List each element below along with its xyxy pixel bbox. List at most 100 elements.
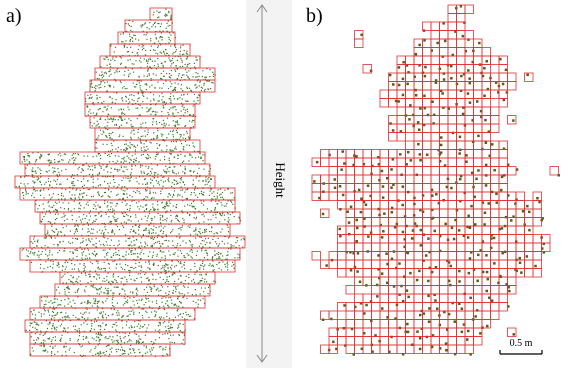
point [150, 192, 151, 193]
point [104, 256, 105, 257]
voxel [414, 235, 423, 244]
voxel [423, 48, 432, 57]
point [168, 193, 169, 194]
voxel [389, 175, 398, 184]
point [156, 256, 157, 257]
point [161, 136, 162, 137]
point [129, 36, 130, 37]
point [350, 269, 353, 272]
point [131, 164, 132, 165]
point [128, 270, 129, 271]
point [106, 290, 107, 291]
point [91, 83, 92, 84]
point [123, 162, 124, 163]
point [158, 308, 159, 309]
point [102, 323, 103, 324]
point [165, 347, 166, 348]
voxel [482, 311, 491, 320]
point [94, 329, 95, 330]
point [72, 242, 73, 243]
point [57, 351, 58, 352]
point [97, 97, 98, 98]
voxel [346, 260, 355, 269]
point [465, 154, 468, 157]
point [467, 69, 470, 72]
point [111, 240, 112, 241]
point [171, 83, 172, 84]
point [95, 215, 96, 216]
point [124, 166, 125, 167]
point [54, 168, 55, 169]
point [133, 191, 134, 192]
point [192, 252, 193, 253]
point [359, 281, 362, 284]
point [166, 316, 167, 317]
point [407, 296, 410, 299]
point [203, 192, 204, 193]
voxel [465, 243, 474, 252]
point [131, 126, 132, 127]
point [52, 326, 53, 327]
point [232, 192, 233, 193]
point [94, 251, 95, 252]
point [149, 233, 150, 234]
point [160, 277, 161, 278]
point [154, 87, 155, 88]
point [159, 322, 160, 323]
point [141, 219, 142, 220]
point [124, 216, 125, 217]
point [189, 145, 190, 146]
voxel [372, 294, 381, 303]
point [75, 231, 76, 232]
voxel [346, 184, 355, 193]
point [126, 40, 127, 41]
point [153, 49, 154, 50]
voxel [448, 345, 457, 354]
point [146, 312, 147, 313]
point [162, 265, 163, 266]
point [181, 186, 182, 187]
point [204, 265, 205, 266]
point [184, 318, 185, 319]
point [226, 255, 227, 256]
point [93, 221, 94, 222]
point [122, 186, 123, 187]
point [131, 245, 132, 246]
point [52, 254, 53, 255]
point [186, 131, 187, 132]
point [163, 317, 164, 318]
point [172, 327, 173, 328]
point [71, 306, 72, 307]
point [214, 233, 215, 234]
point [115, 329, 116, 330]
point [169, 158, 170, 159]
voxel [372, 286, 381, 295]
point [131, 144, 132, 145]
point [131, 241, 132, 242]
point [86, 337, 87, 338]
point [131, 220, 132, 221]
point [147, 66, 148, 67]
point [87, 202, 88, 203]
point [231, 202, 232, 203]
point [107, 116, 108, 117]
point [135, 253, 136, 254]
voxel [414, 184, 423, 193]
point [522, 210, 525, 213]
point [116, 351, 117, 352]
point [398, 262, 401, 265]
point [201, 87, 202, 88]
point [159, 184, 160, 185]
point [188, 137, 189, 138]
voxel [423, 133, 432, 142]
point [162, 216, 163, 217]
point [469, 257, 472, 260]
point [111, 256, 112, 257]
point [186, 298, 187, 299]
point [22, 192, 23, 193]
point [67, 286, 68, 287]
point [91, 228, 92, 229]
point [161, 124, 162, 125]
point [168, 171, 169, 172]
point [467, 215, 470, 218]
